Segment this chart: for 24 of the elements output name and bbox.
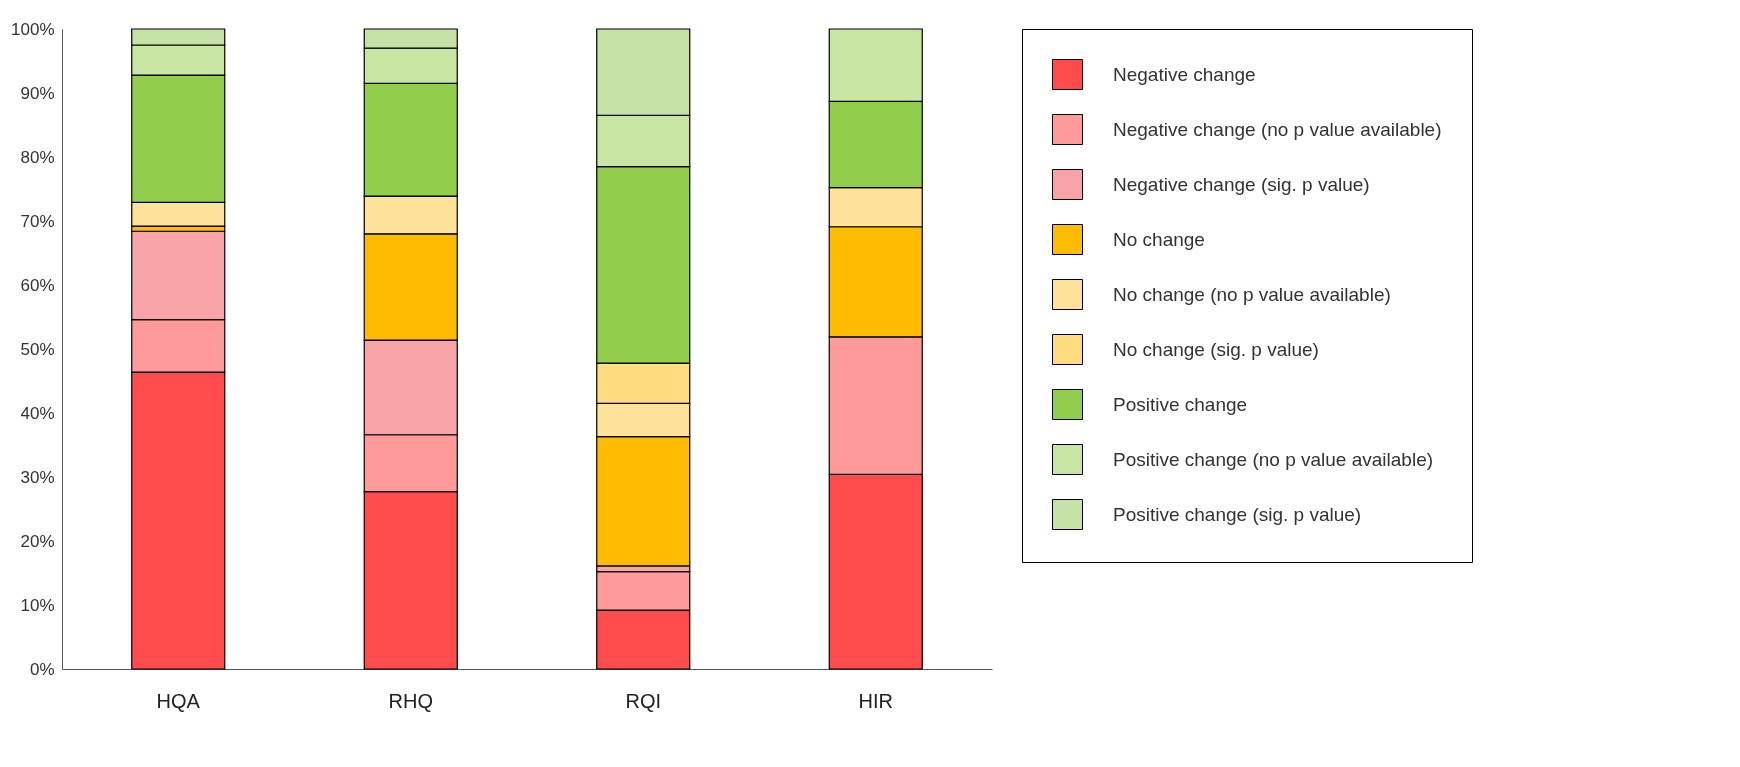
y-tick-label: 0% — [29, 659, 55, 679]
legend-label: No change — [1113, 228, 1205, 250]
x-tick-label: HQA — [156, 689, 201, 712]
y-tick-label: 50% — [20, 339, 55, 359]
legend-label: Negative change (no p value available) — [1113, 118, 1442, 140]
x-tick-label: RHQ — [388, 689, 433, 712]
y-tick-label: 20% — [20, 531, 55, 551]
y-tick-label: 100% — [11, 19, 55, 39]
y-tick-label: 30% — [20, 467, 55, 487]
x-tick-label: HIR — [858, 689, 893, 712]
legend-label: Positive change (no p value available) — [1113, 448, 1434, 470]
x-tick-label: RQI — [625, 689, 662, 712]
legend-label: No change (no p value available) — [1113, 283, 1391, 305]
y-tick-label: 70% — [20, 211, 55, 231]
legend-label: Negative change (sig. p value) — [1113, 173, 1370, 195]
y-tick-label: 40% — [20, 403, 55, 423]
y-tick-label: 60% — [20, 275, 55, 295]
y-tick-label: 90% — [20, 83, 55, 103]
legend-label: Negative change — [1113, 63, 1256, 85]
legend-label: Positive change (sig. p value) — [1113, 503, 1362, 525]
legend-label: No change (sig. p value) — [1113, 338, 1319, 360]
y-tick-label: 80% — [20, 147, 55, 167]
legend-label: Positive change — [1113, 393, 1248, 415]
y-tick-label: 10% — [20, 595, 55, 615]
